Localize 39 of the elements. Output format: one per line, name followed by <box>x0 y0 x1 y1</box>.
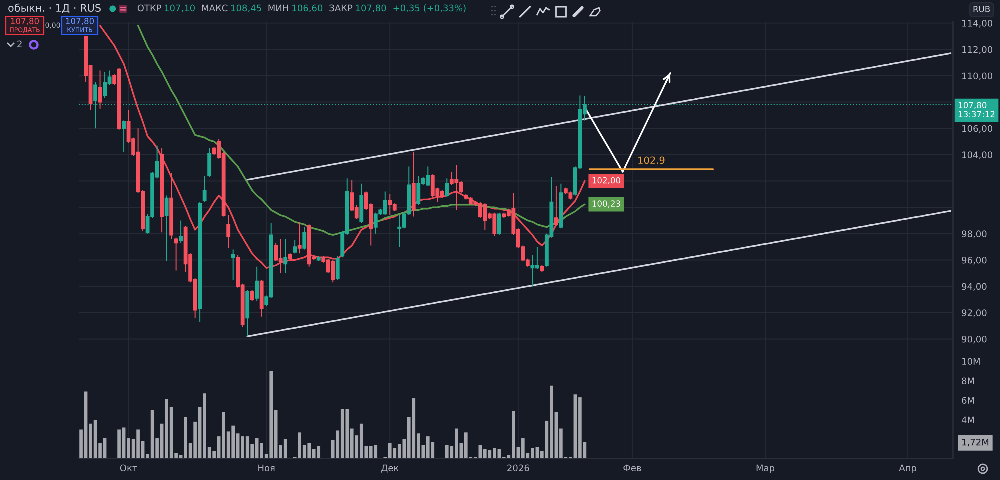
x-tick-label: 2026 <box>508 464 530 472</box>
x-tick-label: Апр <box>899 464 916 474</box>
y-tick-label: 94,00 <box>962 283 987 292</box>
x-tick-label: Мар <box>756 464 775 474</box>
text: +0,35 (+0,33%) <box>394 4 466 13</box>
y-axis-title: RUB <box>974 6 990 12</box>
y-tick-label: 110,00 <box>962 72 993 80</box>
y2-tick-label: 10M <box>962 358 980 366</box>
y-tick-label: 90,00 <box>962 336 987 344</box>
text: 107,80 <box>356 4 386 13</box>
y-tick-label: 106,00 <box>962 125 993 134</box>
ref-line-label: 107,80 13:37:12 <box>958 102 995 118</box>
y2-tick-label: 6M <box>962 397 974 404</box>
text: МИН <box>268 4 288 12</box>
y-tick-label: 114,00 <box>962 20 993 28</box>
text: 107,80 <box>11 18 40 26</box>
text: ЗАКР <box>330 4 353 12</box>
text: 2 <box>18 40 22 48</box>
y-tick-label: 112,00 <box>962 46 993 54</box>
chart-title: обыкн. · 1Д · RUS <box>8 4 101 14</box>
y-tick-label: 92,00 <box>962 310 987 318</box>
text: 108,45 <box>231 4 262 13</box>
text: МАКС <box>202 4 228 12</box>
data-label: 100,23 <box>592 200 620 208</box>
text: 107,10 <box>164 4 195 13</box>
y2-tick-label: 1,72M <box>962 438 989 447</box>
data-label: 102,00 <box>592 177 620 185</box>
x-tick-label: Ноя <box>258 464 275 472</box>
y2-tick-label: 4M <box>962 416 974 424</box>
text: ОТКР <box>138 4 162 12</box>
y-tick-label: 96,00 <box>962 256 987 265</box>
x-tick-label: Окт <box>120 464 138 472</box>
x-tick-label: Фев <box>624 464 642 472</box>
annotation: 107,80 <box>66 18 94 26</box>
y-tick-label: 104,00 <box>962 152 993 160</box>
y-tick-label: 98,00 <box>962 230 987 238</box>
text: 106,60 <box>292 4 323 13</box>
y2-tick-label: 8M <box>962 378 974 385</box>
x-tick-label: Дек <box>382 464 399 473</box>
